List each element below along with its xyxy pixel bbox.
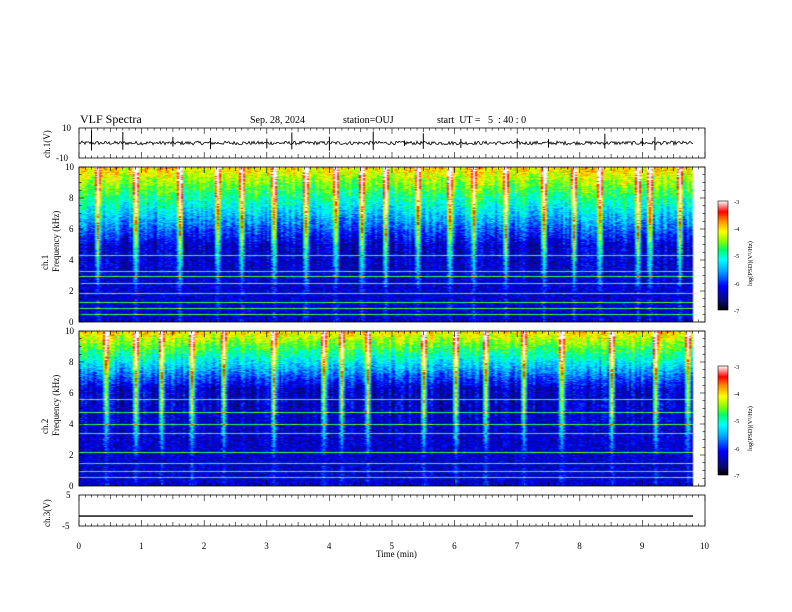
x-tick-label: 10 [700,541,710,551]
spec-ytick-label: 8 [69,193,74,203]
ch2-cb-tick: -5 [734,418,739,425]
x-tick-label: 4 [327,541,332,551]
spec-ytick-label: 4 [69,419,74,429]
spec-ytick-label: 4 [69,255,74,265]
x-axis-label: Time (min) [376,549,417,559]
ch2-spec-ylabel-channel: ch.2 [40,419,50,434]
spec-ytick-label: 8 [69,357,74,367]
ch1-cb-tick: -3 [734,199,739,206]
x-tick-label: 7 [515,541,520,551]
ch2-colorbar-label: log(PSD)(V²/Hz) [747,406,754,451]
spec-ytick-label: 10 [65,326,75,336]
ch1-spec-ylabel-frequency: Frequency (kHz) [51,211,61,272]
x-tick-label: 8 [577,541,582,551]
ch1-cb-tick: -7 [734,308,740,315]
ch1-cb-tick: -5 [734,253,739,260]
spec-ytick-label: 0 [69,317,74,327]
time-axis-ticks [78,128,706,526]
ch1-colorbar-label: log(PSD)(V²/Hz) [747,241,754,286]
start-time-label: start UT = 5 : 40 : 0 [437,115,526,126]
spec-ytick-label: 0 [69,481,74,491]
ch1-ytick-bottom: -10 [56,153,68,163]
x-tick-label: 0 [77,541,82,551]
x-tick-label: 9 [640,541,645,551]
spec-ytick-label: 6 [69,224,74,234]
station-label: station=OUJ [343,115,394,126]
ch2-spectrogram-image [79,331,705,486]
x-tick-label: 6 [452,541,457,551]
x-tick-label: 1 [139,541,144,551]
ch2-spectrogram-panel: 0 2 4 6 8 10 ch.2 Frequency (kHz) -3 -4 -5 -6… [40,326,754,491]
figure-title: VLF Spectra [80,112,142,126]
ch3-ytick-top: 5 [66,490,71,500]
ch2-cb-tick: -3 [734,364,739,371]
x-tick-label: 3 [264,541,269,551]
ch2-spec-ylabel-frequency: Frequency (kHz) [51,375,61,436]
ch2-cb-tick: -7 [734,473,740,480]
ch1-spec-ylabel-channel: ch.1 [40,255,50,270]
ch1-cb-tick: -6 [734,281,740,288]
spec-ytick-label: 10 [65,162,75,172]
ch1-waveform-line [78,139,694,147]
spec-ytick-label: 2 [69,450,74,460]
ch3-ylabel: ch.3(V) [42,499,52,527]
ch2-cb-tick: -6 [734,446,740,453]
ch1-spectrogram-image [79,167,705,322]
spec-ytick-label: 6 [69,388,74,398]
ch1-cb-tick: -4 [734,226,740,233]
spec-ytick-label: 2 [69,286,74,296]
ch3-ytick-bottom: -5 [62,521,70,531]
ch1-ylabel: ch.1(V) [42,130,52,158]
ch1-ytick-top: 10 [62,123,72,133]
x-tick-label: 2 [202,541,207,551]
ch1-colorbar [717,200,729,311]
date-label: Sep. 28, 2024 [250,115,305,126]
ch2-colorbar [717,365,729,476]
ch1-spectrogram-panel: 0 2 4 6 8 10 ch.1 Frequency (kHz) -3 -4 -5 -6… [40,162,754,327]
time-axis-labels: 0 1 2 3 4 5 6 7 8 9 10 [77,541,710,551]
ch2-cb-tick: -4 [734,391,740,398]
x-tick-label: 5 [390,541,395,551]
